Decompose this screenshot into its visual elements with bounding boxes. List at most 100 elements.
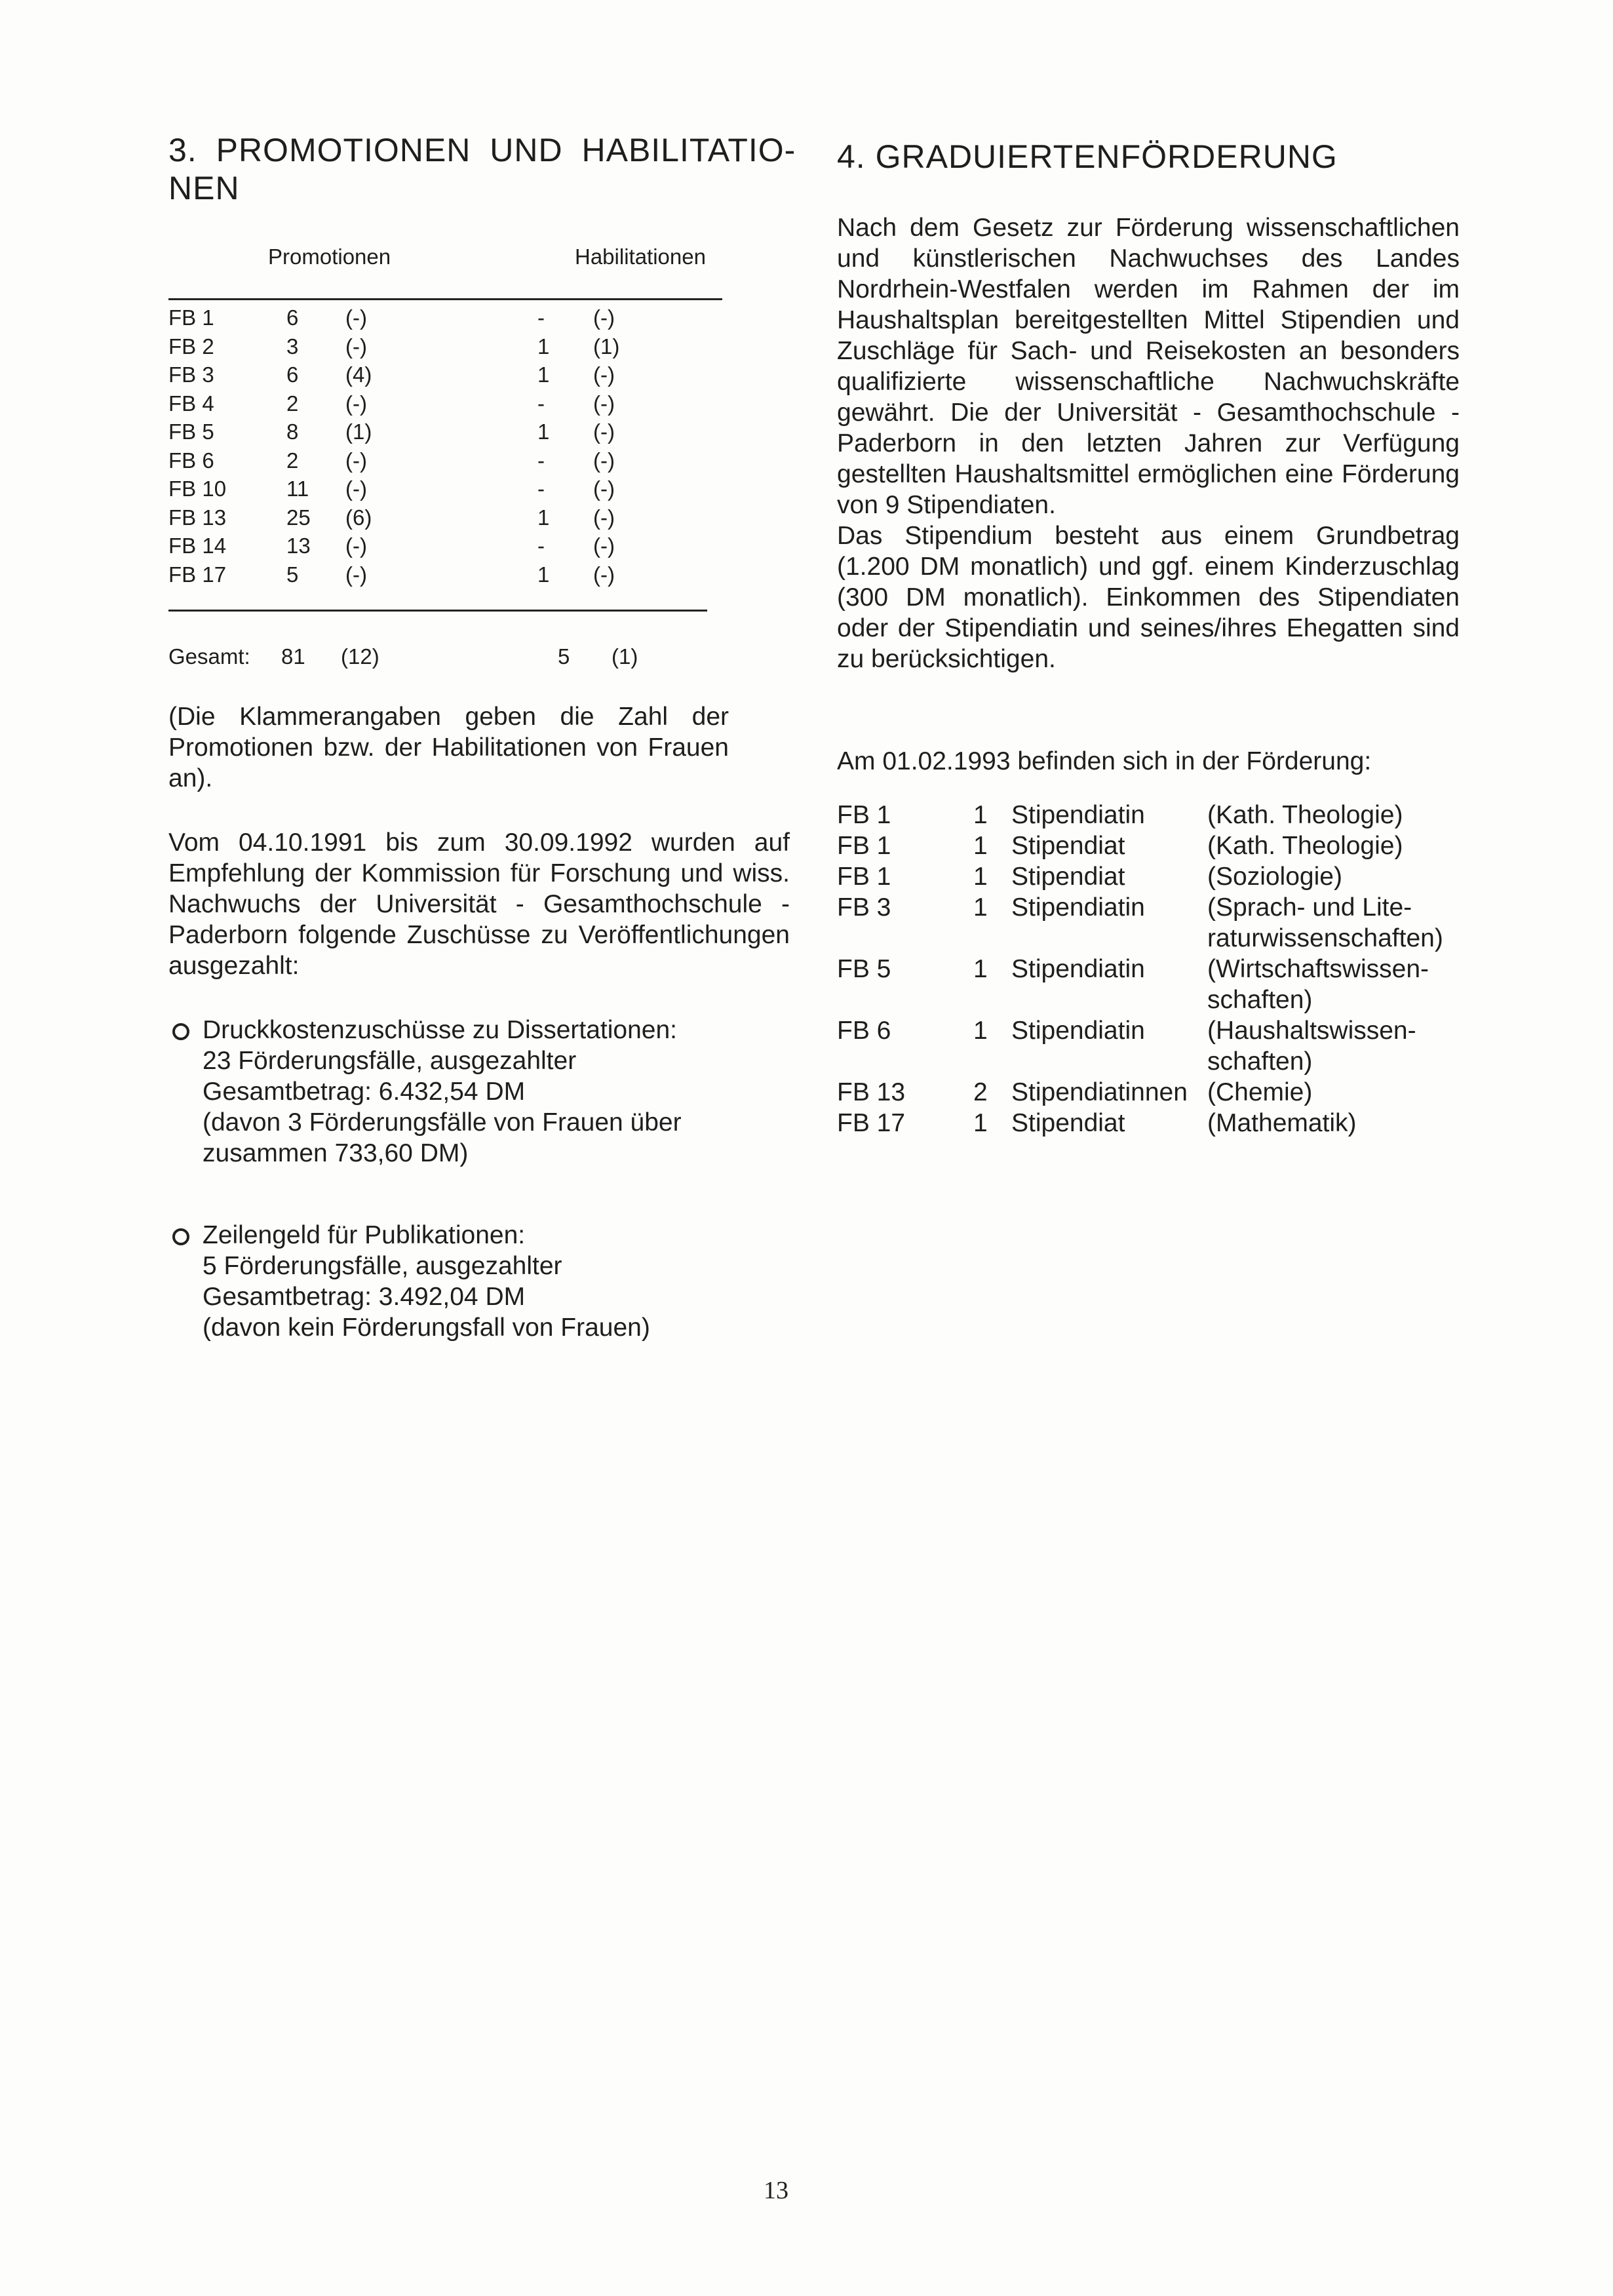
page-number: 13 — [764, 2177, 788, 2204]
cell-prom-f: (-) — [345, 562, 367, 587]
bullet-line: Zeilengeld für Publikationen: — [203, 1221, 526, 1249]
table-row: FB 13 25 (6) 1 (-) — [168, 503, 722, 532]
funding-intro: Am 01.02.1993 befinden sich in der Förde… — [837, 747, 1372, 775]
cell-hab-f: (1) — [593, 334, 620, 359]
funding-type: Stipendiatin — [1011, 801, 1145, 829]
cell-fb: FB 6 — [168, 448, 214, 473]
cell-hab: - — [537, 477, 545, 501]
table-top-rule — [168, 298, 722, 300]
cell-prom: 25 — [286, 505, 311, 530]
table-row: FB 17 5 (-) 1 (-) — [168, 560, 722, 589]
cell-hab: 1 — [537, 419, 550, 444]
table-row: FB 1 6 (-) - (-) — [168, 303, 722, 332]
funding-field: (Mathematik) — [1207, 1109, 1357, 1137]
table-bottom-rule — [168, 610, 707, 612]
funding-type: Stipendiatin — [1011, 955, 1145, 983]
cell-hab: - — [537, 448, 545, 473]
cell-prom: 11 — [286, 477, 309, 501]
bullet-line: (davon 3 Förderungsfälle von Frauen über — [203, 1108, 682, 1137]
funding-field: (Kath. Theologie) — [1207, 801, 1403, 829]
cell-prom: 5 — [286, 562, 299, 587]
funding-type: Stipendiatin — [1011, 1017, 1145, 1045]
bullet-line: 23 Förderungsfälle, ausgezahlter — [203, 1047, 577, 1075]
cell-prom-f: (-) — [345, 334, 367, 359]
funding-fb: FB 1 — [837, 863, 891, 891]
section-3-title: 3. PROMOTIONEN UND HABILITATIO- NEN — [168, 132, 796, 206]
table-total-row: Gesamt: 81 (12) 5 (1) — [168, 644, 638, 669]
funding-type: Stipendiat — [1011, 863, 1125, 891]
funding-field: raturwissenschaften) — [1207, 924, 1443, 952]
bullet-line: Gesamtbetrag: 6.432,54 DM — [203, 1078, 526, 1106]
funding-field: (Kath. Theologie) — [1207, 832, 1403, 860]
funding-field: (Soziologie) — [1207, 863, 1342, 891]
cell-prom-f: (4) — [345, 362, 372, 387]
cell-hab-f: (-) — [593, 362, 615, 387]
cell-hab: 1 — [537, 334, 550, 359]
cell-hab: 1 — [537, 362, 550, 387]
bullet-line: (davon kein Förderungsfall von Frauen) — [203, 1313, 650, 1342]
cell-prom: 13 — [286, 534, 311, 558]
funding-field: schaften) — [1207, 986, 1313, 1014]
graduate-funding-paragraph: Nach dem Gesetz zur Förderung wissenscha… — [837, 214, 1460, 673]
cell-hab-f: (-) — [593, 477, 615, 501]
cell-fb: FB 14 — [168, 534, 227, 558]
section-4-title: 4. GRADUIERTENFÖRDERUNG — [837, 138, 1338, 175]
cell-prom-f: (-) — [345, 305, 367, 330]
cell-fb: FB 17 — [168, 562, 227, 587]
table-row: FB 3 6 (4) 1 (-) — [168, 360, 722, 389]
funding-field: (Haushaltswissen- — [1207, 1017, 1416, 1045]
circle-bullet-icon — [172, 1023, 189, 1040]
cell-prom: 2 — [286, 448, 299, 473]
table-note: (Die Klammerangaben geben die Zahl der P… — [168, 703, 729, 792]
funding-n: 1 — [973, 955, 988, 983]
funding-fb: FB 1 — [837, 801, 891, 829]
funding-field: (Sprach- und Lite- — [1207, 893, 1412, 922]
funding-field: (Chemie) — [1207, 1078, 1313, 1106]
cell-fb: FB 4 — [168, 391, 214, 416]
funding-n: 1 — [973, 863, 988, 891]
cell-hab: 1 — [537, 562, 550, 587]
cell-fb: FB 3 — [168, 362, 214, 387]
funding-n: 1 — [973, 832, 988, 860]
cell-prom-f: (-) — [345, 477, 367, 501]
cell-prom: 2 — [286, 391, 299, 416]
cell-hab-f: (-) — [593, 305, 615, 330]
funding-fb: FB 3 — [837, 893, 891, 922]
cell-prom: 8 — [286, 419, 299, 444]
table-row: FB 6 2 (-) - (-) — [168, 446, 722, 475]
cell-prom-f: (-) — [345, 534, 367, 558]
header-habilitationen: Habilitationen — [575, 244, 706, 269]
cell-prom: 3 — [286, 334, 299, 359]
cell-fb: FB 2 — [168, 334, 214, 359]
cell-prom: 6 — [286, 305, 299, 330]
cell-hab: - — [537, 534, 545, 558]
cell-fb: FB 10 — [168, 477, 227, 501]
funding-field: schaften) — [1207, 1047, 1313, 1076]
cell-hab-f: (-) — [593, 391, 615, 416]
funding-fb: FB 1 — [837, 832, 891, 860]
cell-hab-f: (-) — [593, 448, 615, 473]
table-row: FB 5 8 (1) 1 (-) — [168, 418, 722, 446]
cell-hab-f: (-) — [593, 505, 615, 530]
cell-prom-f: (-) — [345, 448, 367, 473]
funding-type: Stipendiatinnen — [1011, 1078, 1188, 1106]
table-row: FB 10 11 (-) - (-) — [168, 475, 722, 503]
header-promotionen: Promotionen — [268, 244, 391, 269]
cell-hab: - — [537, 391, 545, 416]
circle-bullet-icon — [172, 1228, 189, 1245]
funding-fb: FB 5 — [837, 955, 891, 983]
publication-grants-paragraph: Vom 04.10.1991 bis zum 30.09.1992 wurden… — [168, 828, 790, 980]
cell-hab-f: (-) — [593, 534, 615, 558]
funding-fb: FB 17 — [837, 1109, 906, 1137]
cell-prom-f: (6) — [345, 505, 372, 530]
table-row: FB 14 13 (-) - (-) — [168, 532, 722, 560]
funding-n: 2 — [973, 1078, 988, 1106]
cell-prom-f: (-) — [345, 391, 367, 416]
cell-hab-f: (-) — [593, 562, 615, 587]
table-row: FB 2 3 (-) 1 (1) — [168, 332, 722, 361]
cell-hab-f: (-) — [593, 419, 615, 444]
cell-prom-f: (1) — [345, 419, 372, 444]
promotions-table: Promotionen Habilitationen FB 1 6 (-) - (-) F… — [168, 243, 722, 688]
bullet-line: Druckkostenzuschüsse zu Dissertationen: — [203, 1016, 677, 1044]
bullet-line: 5 Förderungsfälle, ausgezahlter — [203, 1252, 562, 1280]
